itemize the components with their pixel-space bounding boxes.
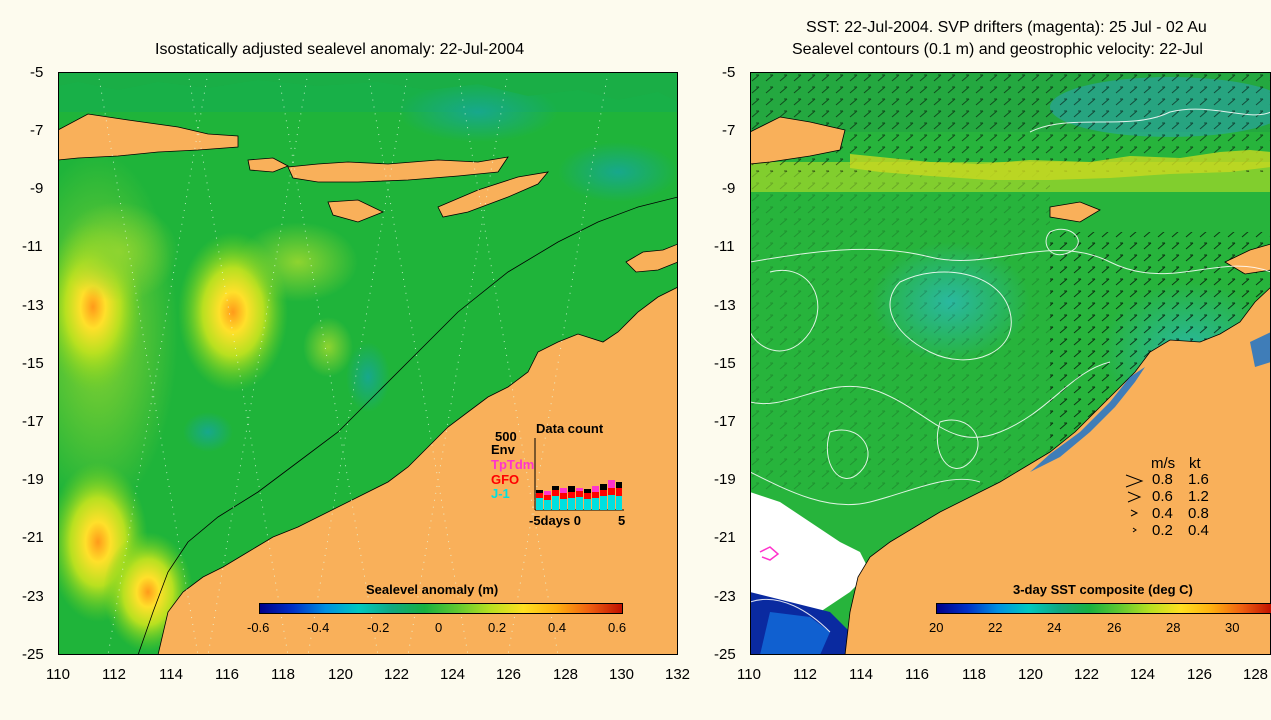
colorbar-tick: 20 [929, 620, 944, 635]
velocity-kt: 0.8 [1188, 505, 1209, 522]
x-tick: 112 [102, 666, 126, 683]
x-tick: 120 [1018, 666, 1044, 683]
right-map [750, 72, 1271, 655]
land-east-island [625, 243, 678, 273]
colorbar-tick: 22 [988, 620, 1003, 635]
velocity-arrow-icons [1125, 474, 1144, 533]
colorbar-tick: 30 [1225, 620, 1240, 635]
y-tick: -11 [22, 238, 43, 255]
data-count-xend: 5 [618, 513, 626, 528]
velocity-header-kt: kt [1189, 455, 1201, 472]
y-tick: -19 [22, 471, 44, 488]
y-tick: -15 [714, 355, 736, 372]
legend-gfo: GFO [491, 472, 520, 487]
data-count-xlabel: -5days 0 [529, 513, 582, 528]
y-tick: -7 [722, 122, 736, 139]
y-tick: -11 [714, 238, 735, 255]
colorbar-tick: 28 [1166, 620, 1181, 635]
velocity-ms: 0.6 [1152, 488, 1173, 505]
land-australia [844, 286, 1271, 655]
land-timor [437, 171, 549, 218]
y-tick: -5 [30, 64, 44, 81]
left-colorbar-label: Sealevel anomaly (m) [366, 582, 499, 597]
y-tick: -23 [22, 588, 44, 605]
land-sumba [327, 199, 384, 223]
y-tick: -13 [22, 297, 44, 314]
velocity-ms: 0.8 [1152, 471, 1173, 488]
x-tick: 116 [905, 666, 929, 683]
left-map [58, 72, 678, 655]
colorbar-tick: -0.2 [367, 620, 390, 635]
y-tick: -23 [714, 588, 736, 605]
legend-env: Env [491, 442, 515, 457]
land-timor [1049, 201, 1101, 223]
velocity-ms: 0.4 [1152, 505, 1173, 522]
y-tick: -19 [714, 471, 736, 488]
land-bali-lombok [247, 157, 289, 173]
right-colorbar-label: 3-day SST composite (deg C) [1013, 582, 1193, 597]
velocity-kt: 0.4 [1188, 522, 1209, 539]
y-tick: -5 [722, 64, 736, 81]
land-top-islands [58, 72, 678, 102]
y-tick: -7 [30, 122, 44, 139]
colorbar-tick: 0.6 [608, 620, 627, 635]
y-tick: -13 [714, 297, 736, 314]
y-tick: -21 [22, 529, 44, 546]
land-java [58, 113, 239, 161]
x-tick: 114 [159, 666, 183, 683]
x-tick: 120 [328, 666, 354, 683]
x-tick: 124 [440, 666, 466, 683]
x-tick: 118 [962, 666, 986, 683]
y-tick: -21 [714, 529, 736, 546]
land-australia [157, 286, 678, 655]
velocity-kt: 1.6 [1188, 471, 1209, 488]
colorbar-tick: 0.2 [488, 620, 507, 635]
x-tick: 124 [1130, 666, 1156, 683]
y-tick: -17 [714, 413, 736, 430]
x-tick: 132 [665, 666, 691, 683]
y-tick: -25 [22, 646, 44, 663]
velocity-ms: 0.2 [1152, 522, 1173, 539]
data-count-title: Data count [536, 421, 604, 436]
x-tick: 128 [553, 666, 579, 683]
x-tick: 128 [1243, 666, 1269, 683]
x-tick: 112 [793, 666, 817, 683]
x-tick: 126 [496, 666, 522, 683]
x-tick: 118 [271, 666, 295, 683]
y-tick: -9 [722, 180, 736, 197]
colorbar-tick: 26 [1107, 620, 1122, 635]
left-colorbar [259, 603, 623, 614]
cloud-mask [750, 492, 870, 632]
x-tick: 110 [46, 666, 70, 683]
land-sumbawa-flores [287, 156, 509, 183]
x-tick: 122 [1074, 666, 1100, 683]
x-tick: 110 [737, 666, 761, 683]
velocity-header-ms: m/s [1151, 455, 1176, 472]
colorbar-tick: -0.4 [307, 620, 330, 635]
colorbar-tick: 0 [435, 620, 443, 635]
data-count-max: 500 [495, 429, 517, 444]
right-map-title-line1: SST: 22-Jul-2004. SVP drifters (magenta)… [806, 19, 1207, 36]
legend-tptdm: TpTdm [491, 457, 535, 472]
y-tick: -9 [30, 180, 44, 197]
x-tick: 126 [1187, 666, 1213, 683]
x-tick: 122 [384, 666, 410, 683]
right-colorbar [936, 603, 1271, 614]
legend-j1: J-1 [491, 486, 510, 501]
land-java [750, 116, 846, 165]
x-tick: 130 [609, 666, 635, 683]
y-tick: -25 [714, 646, 736, 663]
colorbar-tick: 0.4 [548, 620, 567, 635]
left-map-title: Isostatically adjusted sealevel anomaly:… [155, 41, 525, 58]
y-tick: -15 [22, 355, 44, 372]
y-tick: -17 [22, 413, 44, 430]
colorbar-tick: -0.6 [247, 620, 270, 635]
x-tick: 116 [215, 666, 239, 683]
right-map-title-line2: Sealevel contours (0.1 m) and geostrophi… [792, 41, 1203, 58]
data-count-bars [534, 438, 624, 511]
velocity-kt: 1.2 [1188, 488, 1209, 505]
colorbar-tick: 24 [1047, 620, 1062, 635]
x-tick: 114 [849, 666, 873, 683]
